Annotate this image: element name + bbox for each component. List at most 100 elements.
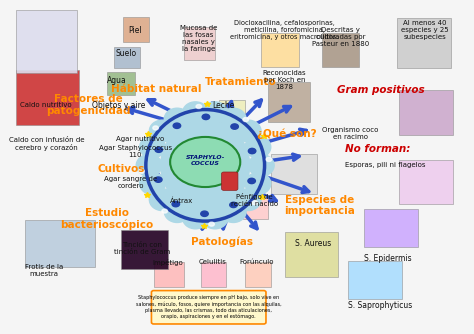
FancyBboxPatch shape [184,27,215,60]
Ellipse shape [245,173,271,194]
Circle shape [252,201,257,205]
Text: Caldo con infusión de
cerebro y corazón: Caldo con infusión de cerebro y corazón [9,137,84,151]
FancyBboxPatch shape [322,33,359,67]
FancyBboxPatch shape [364,209,418,247]
Text: Suelo: Suelo [115,49,137,58]
Text: Caldo nutritivo: Caldo nutritivo [20,102,72,108]
Circle shape [201,211,208,216]
Text: Objetos y aire: Objetos y aire [92,101,146,110]
Ellipse shape [164,201,190,222]
Ellipse shape [140,136,165,158]
FancyBboxPatch shape [399,90,453,135]
FancyBboxPatch shape [397,18,451,68]
FancyBboxPatch shape [16,10,77,73]
Circle shape [231,124,238,129]
FancyBboxPatch shape [261,33,299,67]
FancyBboxPatch shape [268,82,310,122]
Text: ¿Qué son?: ¿Qué son? [257,128,317,139]
Text: STAPHYLO-
COCCUS: STAPHYLO- COCCUS [185,155,225,166]
FancyBboxPatch shape [221,172,238,190]
Text: S. Saprophyticus: S. Saprophyticus [348,301,413,310]
Circle shape [139,169,144,173]
Ellipse shape [136,155,162,176]
Circle shape [155,147,163,152]
FancyBboxPatch shape [245,262,271,287]
Text: Factores de
patogenicidad: Factores de patogenicidad [46,95,130,116]
Ellipse shape [235,189,261,210]
Circle shape [248,178,255,184]
Text: Impétigo: Impétigo [153,259,183,266]
Ellipse shape [220,201,246,222]
Ellipse shape [149,120,175,142]
Ellipse shape [235,120,261,142]
Circle shape [196,105,201,109]
Text: Agar nutritivo: Agar nutritivo [116,136,164,142]
Circle shape [243,118,248,122]
Ellipse shape [245,136,271,158]
Circle shape [172,201,180,207]
Text: Agar Staphylococcus
110: Agar Staphylococcus 110 [99,146,172,158]
FancyBboxPatch shape [285,232,338,277]
Text: No forman:: No forman: [346,144,411,154]
FancyBboxPatch shape [16,70,79,125]
Text: Diocloxacilina, cefalosporinas,
meticilina, forofomicina,
eritromicina, y otros : Diocloxacilina, cefalosporinas, meticili… [230,20,339,40]
FancyBboxPatch shape [201,262,226,287]
Ellipse shape [140,173,165,194]
Text: Leche: Leche [213,101,235,110]
Text: Descritas y
cultivadas por
Pasteur en 1880: Descritas y cultivadas por Pasteur en 18… [312,27,369,47]
FancyBboxPatch shape [25,220,95,267]
Text: Agua: Agua [107,76,126,85]
Ellipse shape [202,207,228,229]
Ellipse shape [161,120,250,210]
FancyBboxPatch shape [243,195,268,219]
FancyBboxPatch shape [121,230,168,269]
Text: Hábitat natural: Hábitat natural [111,84,201,94]
Text: S. Aureus: S. Aureus [295,239,331,248]
Text: Ántrax: Ántrax [170,197,193,204]
Ellipse shape [182,207,208,229]
Text: Agar sangre de
cordero: Agar sangre de cordero [104,176,157,188]
Text: S. Epidermis: S. Epidermis [364,255,411,263]
Text: Celulitis: Celulitis [198,259,226,265]
Text: Cultivos: Cultivos [97,164,145,174]
FancyBboxPatch shape [123,17,149,42]
Text: Al menos 40
especies y 25
subespecies: Al menos 40 especies y 25 subespecies [401,20,449,40]
Ellipse shape [149,189,175,210]
FancyBboxPatch shape [219,100,245,122]
Text: Staphylococcus produce siempre en pH bajo, solo vive en
salones, múculo, fosos, : Staphylococcus produce siempre en pH baj… [136,296,282,319]
Text: Pénfigo de
recién nacido: Pénfigo de recién nacido [231,193,278,207]
Ellipse shape [202,102,228,124]
Text: Reconocidas
por Koch en
1878: Reconocidas por Koch en 1878 [263,70,307,90]
Circle shape [230,202,237,208]
FancyBboxPatch shape [107,72,135,95]
Text: Tinción con
tinción de Gram: Tinción con tinción de Gram [114,242,170,255]
Text: Esporas, pili ni flagelos: Esporas, pili ni flagelos [345,162,426,168]
Text: Estudio
bacterioscópico: Estudio bacterioscópico [60,208,154,230]
Text: Tratamiento: Tratamiento [204,77,276,87]
Ellipse shape [248,155,274,176]
FancyBboxPatch shape [154,262,184,287]
Text: Mucosa de
las fosas
nasales y
la faringe: Mucosa de las fosas nasales y la faringe [180,25,217,52]
FancyBboxPatch shape [271,154,318,194]
FancyBboxPatch shape [114,47,140,68]
Ellipse shape [164,108,190,130]
Text: Forúnculo: Forúnculo [239,259,274,265]
Text: Frotis de la
muestra: Frotis de la muestra [25,264,63,277]
FancyBboxPatch shape [151,291,266,324]
Circle shape [162,209,167,213]
Circle shape [153,126,158,130]
FancyBboxPatch shape [399,160,453,204]
Text: Gram positivos: Gram positivos [337,85,424,95]
Circle shape [173,123,181,128]
Text: Especies de
importancia: Especies de importancia [284,195,355,216]
Text: Piel: Piel [128,26,142,34]
Circle shape [155,177,162,182]
Circle shape [209,222,214,226]
FancyBboxPatch shape [348,261,401,299]
Circle shape [248,148,256,154]
Text: Patologías: Patologías [191,237,253,247]
FancyBboxPatch shape [173,195,198,219]
Circle shape [202,114,210,120]
Ellipse shape [182,102,208,124]
Ellipse shape [220,108,246,130]
